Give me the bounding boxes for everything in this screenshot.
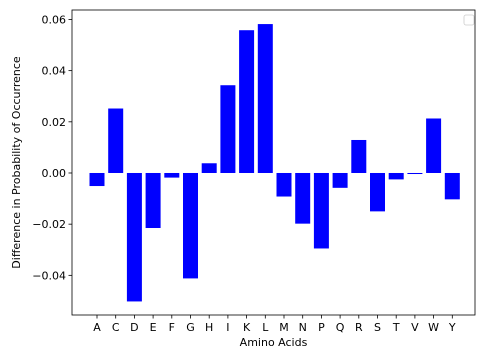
bar-M <box>276 172 292 197</box>
y-tick-label: 0.00 <box>42 167 67 180</box>
bar-R <box>351 139 367 173</box>
x-tick-label: T <box>392 321 400 334</box>
bar-F <box>164 172 180 178</box>
y-tick-label: 0.04 <box>42 65 67 78</box>
bar-N <box>295 172 311 224</box>
x-tick-label: V <box>411 321 419 334</box>
x-tick-label: Q <box>336 321 345 334</box>
bar-Y <box>444 172 460 200</box>
plot-area-frame <box>71 9 476 316</box>
x-tick-label: K <box>243 321 251 334</box>
bar-series <box>89 24 460 302</box>
bar-T <box>388 172 404 180</box>
x-tick-label: W <box>428 321 439 334</box>
bar-I <box>220 85 236 173</box>
bar-W <box>426 118 442 173</box>
x-tick-label: I <box>226 321 229 334</box>
bar-S <box>370 172 385 212</box>
y-tick-label: 0.06 <box>42 13 67 26</box>
x-tick-label: D <box>130 321 138 334</box>
x-tick-label: S <box>374 321 381 334</box>
x-tick-label: R <box>355 321 363 334</box>
y-tick-label: −0.04 <box>32 269 66 282</box>
bar-L <box>257 24 273 173</box>
bar-D <box>126 172 142 302</box>
x-tick-label: N <box>299 321 307 334</box>
bar-P <box>313 172 329 249</box>
bar-A <box>89 172 105 187</box>
x-tick-label: P <box>318 321 325 334</box>
x-tick-label: E <box>150 321 157 334</box>
x-tick-label: L <box>262 321 269 334</box>
x-tick-label: F <box>169 321 175 334</box>
y-axis-ticks: −0.04 −0.02 0.00 0.02 0.04 0.06 <box>32 13 72 282</box>
bar-C <box>108 108 124 173</box>
x-tick-label: G <box>186 321 195 334</box>
y-axis-title: Difference in Probability of Occurrence <box>10 56 23 269</box>
bar-V <box>407 172 423 175</box>
y-tick-label: 0.02 <box>42 116 67 129</box>
y-tick-label: −0.02 <box>32 218 66 231</box>
x-tick-label: M <box>279 321 289 334</box>
x-tick-label: H <box>205 321 213 334</box>
bar-K <box>239 30 255 173</box>
bar-E <box>145 172 161 228</box>
bar-H <box>201 163 217 173</box>
x-tick-label: Y <box>448 321 456 334</box>
legend-box <box>463 14 475 26</box>
bar-Q <box>332 172 348 188</box>
x-tick-label: A <box>93 321 101 334</box>
bar-G <box>183 172 198 279</box>
x-tick-label: C <box>112 321 120 334</box>
x-axis-title: Amino Acids <box>240 336 308 349</box>
